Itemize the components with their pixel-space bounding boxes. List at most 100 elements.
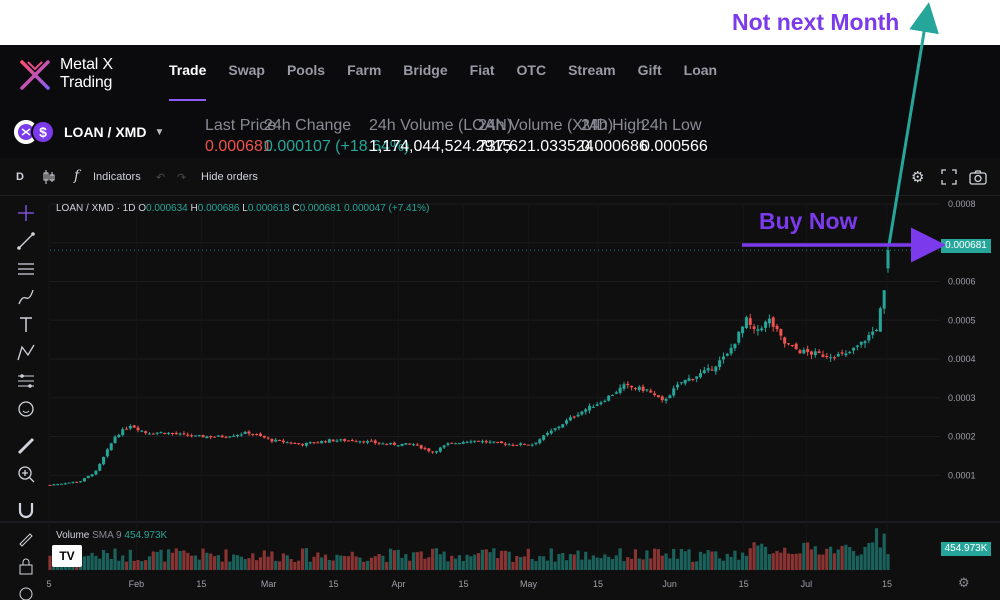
candle-body	[507, 444, 511, 446]
volume-bar	[538, 555, 542, 570]
candle-body	[396, 445, 400, 447]
nav-gift[interactable]: Gift	[637, 62, 662, 78]
volume-bar	[354, 556, 358, 570]
volume-bar	[339, 555, 343, 570]
horizontal-lines-icon[interactable]	[16, 259, 36, 279]
candle-body	[863, 341, 867, 344]
pattern-icon[interactable]	[16, 343, 36, 363]
x-tick-label: Jun	[662, 579, 677, 589]
emoji-icon[interactable]	[16, 399, 36, 419]
nav-otc[interactable]: OTC	[516, 62, 547, 78]
volume-bar	[159, 549, 163, 570]
candle-body	[607, 395, 611, 401]
nav-bridge[interactable]: Bridge	[403, 62, 448, 78]
volume-bar	[193, 555, 198, 570]
x-tick-label: Apr	[392, 579, 406, 589]
nav-loan[interactable]: Loan	[683, 62, 718, 78]
indicators-button[interactable]: Indicators	[93, 171, 141, 183]
lock-icon[interactable]	[16, 556, 36, 576]
volume-bar	[373, 556, 377, 570]
volume-bar	[335, 554, 339, 570]
zoom-in-icon[interactable]	[16, 464, 36, 484]
volume-bar	[151, 551, 155, 570]
prediction-icon[interactable]	[16, 371, 36, 391]
annotation-not-next-month: Not next Month	[732, 9, 900, 35]
volume-bar	[262, 550, 266, 570]
volume-bar	[235, 555, 240, 570]
candle-body	[90, 474, 94, 477]
candle-body	[630, 385, 634, 388]
candle-body	[595, 404, 599, 406]
candle-body	[151, 433, 155, 435]
volume-legend: Volume SMA 9 454.973K	[56, 530, 167, 541]
candle-body	[419, 445, 423, 449]
volume-bar	[136, 559, 140, 570]
eye-icon[interactable]	[16, 584, 36, 600]
hide-orders-button[interactable]: Hide orders	[201, 171, 258, 183]
nav-stream[interactable]: Stream	[568, 62, 616, 78]
candle-body	[197, 435, 201, 437]
volume-bar	[702, 553, 706, 570]
nav-pools[interactable]: Pools	[286, 62, 326, 78]
candle-body	[522, 443, 526, 445]
volume-bar	[212, 556, 217, 570]
volume-bar	[232, 554, 236, 570]
candle-body	[121, 429, 125, 436]
candle-body	[802, 349, 806, 354]
x-tick-label: 15	[882, 579, 892, 589]
volume-bar	[331, 560, 335, 570]
candle-body	[492, 441, 496, 443]
tradingview-logo[interactable]: TV	[52, 545, 82, 567]
candle-body	[339, 439, 343, 441]
candle-body	[63, 483, 67, 485]
text-icon[interactable]	[16, 315, 36, 335]
candle-body	[691, 379, 695, 381]
candle-body	[304, 442, 308, 446]
magnet-icon[interactable]	[16, 500, 36, 520]
candle-body	[699, 373, 703, 378]
nav-farm[interactable]: Farm	[347, 62, 382, 78]
stat-label: Last Price	[205, 117, 277, 134]
settings-gear-icon[interactable]: ⚙	[958, 575, 970, 590]
volume-bar	[721, 560, 726, 570]
volume-bar	[557, 554, 561, 570]
volume-bar	[867, 543, 871, 570]
candle-body	[530, 444, 534, 446]
candle-body	[67, 482, 71, 484]
pair-selector[interactable]: $ LOAN / XMD ▼	[14, 120, 164, 144]
brush-icon[interactable]	[16, 287, 36, 307]
interval-button[interactable]: D	[16, 171, 24, 183]
volume-bar	[381, 555, 385, 570]
candle-body	[239, 434, 243, 436]
nav-swap[interactable]: Swap	[228, 62, 265, 78]
volume-bar	[652, 548, 657, 570]
nav-trade[interactable]: Trade	[169, 62, 207, 101]
lock-drawings-icon[interactable]	[16, 528, 36, 548]
volume-bar	[251, 553, 255, 570]
x-tick-label: 15	[593, 579, 603, 589]
volume-bar	[48, 555, 52, 570]
function-icon[interactable]: 𝑓	[74, 168, 80, 184]
price-chart[interactable]: 0.0001 0.0002 0.0003 0.0004 0.0005 0.0006 0.00…	[0, 196, 1000, 600]
ruler-icon[interactable]	[16, 436, 36, 456]
legend-close: 0.000681	[299, 203, 342, 214]
volume-bar	[568, 554, 573, 570]
candle-body	[741, 326, 745, 334]
volume-bar	[400, 557, 404, 570]
nav-fiat[interactable]: Fiat	[469, 62, 495, 78]
volume-bar	[442, 551, 446, 570]
gear-icon[interactable]: ⚙	[911, 169, 925, 186]
volume-bar	[411, 552, 416, 570]
trend-line-icon[interactable]	[16, 231, 36, 251]
crosshair-icon[interactable]	[16, 203, 36, 223]
undo-icon[interactable]: ↶	[156, 172, 166, 184]
volume-bar	[859, 554, 863, 570]
candle-body	[584, 409, 588, 412]
volume-bar	[576, 550, 580, 570]
volume-bar	[323, 554, 328, 570]
candle-type-icon[interactable]	[42, 169, 56, 185]
fullscreen-icon[interactable]	[941, 169, 957, 185]
redo-icon[interactable]: ↷	[177, 172, 187, 184]
camera-icon[interactable]	[969, 169, 987, 185]
volume-bar	[725, 553, 729, 570]
